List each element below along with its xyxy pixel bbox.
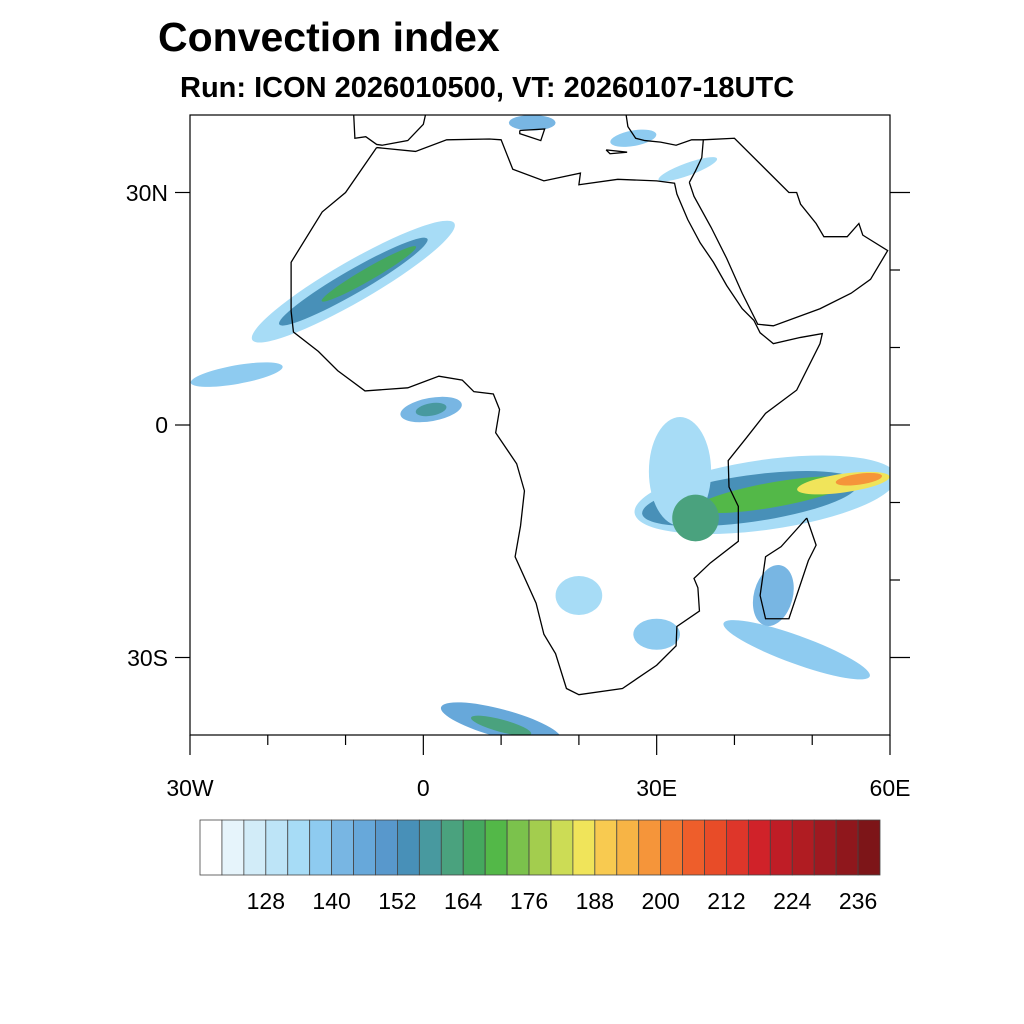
lat-label: 30N bbox=[125, 179, 168, 206]
convection-area bbox=[415, 402, 447, 417]
lat-label: 0 bbox=[155, 412, 168, 438]
lat-label: 30S bbox=[127, 644, 168, 671]
colorbar-box bbox=[813, 819, 837, 876]
colorbar-label: 128 bbox=[246, 888, 285, 914]
colorbar-box bbox=[243, 819, 267, 876]
colorbar-box bbox=[221, 819, 245, 876]
colorbar-label: 188 bbox=[575, 888, 615, 914]
convection-area bbox=[723, 620, 870, 680]
colorbar-box bbox=[726, 819, 749, 876]
colorbar-box bbox=[397, 819, 420, 876]
convection-area bbox=[508, 115, 556, 131]
lon-label: 30E bbox=[636, 775, 678, 801]
colorbar-box bbox=[199, 819, 223, 876]
colorbar-box bbox=[616, 819, 640, 876]
convection-area bbox=[752, 565, 794, 626]
colorbar-box bbox=[440, 819, 464, 876]
convection-area bbox=[835, 472, 883, 486]
colorbar-label: 236 bbox=[838, 888, 878, 914]
colorbar-box bbox=[375, 819, 398, 876]
colorbar-box bbox=[769, 819, 793, 876]
colorbar-box bbox=[572, 819, 596, 876]
axis-ticks bbox=[175, 191, 910, 755]
colorbar bbox=[199, 819, 881, 876]
colorbar-label: 224 bbox=[773, 888, 812, 914]
colorbar-box bbox=[353, 819, 376, 876]
turkey-coastline bbox=[625, 115, 704, 146]
convection-area bbox=[555, 576, 603, 615]
colorbar-label: 152 bbox=[378, 888, 417, 914]
convection-area bbox=[321, 246, 417, 302]
convection-field bbox=[190, 115, 890, 735]
chart-title: Convection index bbox=[158, 14, 500, 60]
colorbar-box bbox=[594, 819, 618, 876]
convection-area bbox=[633, 618, 681, 650]
lon-label: 60E bbox=[869, 775, 911, 801]
colorbar-label: 200 bbox=[641, 888, 680, 914]
colorbar-box bbox=[418, 819, 442, 876]
colorbar-box bbox=[747, 819, 771, 876]
colorbar-box bbox=[704, 819, 727, 876]
madagascar-coastline bbox=[759, 517, 817, 620]
colorbar-box bbox=[638, 819, 662, 876]
sicily-coastline bbox=[519, 128, 546, 142]
iberia-coastline bbox=[353, 115, 427, 146]
colorbar-box bbox=[309, 819, 333, 876]
convection-area bbox=[658, 157, 718, 182]
chart-subtitle: Run: ICON 2026010500, VT: 20260107-18UTC bbox=[180, 72, 795, 104]
colorbar-box bbox=[857, 819, 881, 876]
colorbar-box bbox=[660, 819, 683, 876]
colorbar-box bbox=[462, 819, 486, 876]
colorbar-box bbox=[682, 819, 705, 876]
lon-label: 0 bbox=[416, 775, 430, 801]
crete-coastline bbox=[605, 149, 628, 155]
colorbar-label: 164 bbox=[444, 888, 483, 914]
convection-area bbox=[190, 362, 283, 387]
colorbar-box bbox=[331, 819, 354, 876]
convection-area bbox=[471, 715, 532, 735]
lon-label: 30W bbox=[166, 775, 214, 801]
convection-area bbox=[672, 494, 719, 542]
arabia-coastline bbox=[688, 137, 889, 327]
colorbar-label: 140 bbox=[312, 888, 351, 914]
colorbar-box bbox=[506, 819, 530, 876]
colorbar-box bbox=[550, 819, 574, 876]
colorbar-label: 176 bbox=[509, 888, 549, 914]
colorbar-label: 212 bbox=[707, 888, 746, 914]
colorbar-box bbox=[265, 819, 289, 876]
convection-area bbox=[610, 129, 657, 147]
colorbar-box bbox=[835, 819, 859, 876]
africa-coastline bbox=[290, 138, 824, 696]
colorbar-box bbox=[791, 819, 815, 876]
colorbar-box bbox=[287, 819, 311, 876]
colorbar-box bbox=[484, 819, 508, 876]
colorbar-box bbox=[528, 819, 552, 876]
coastlines bbox=[290, 115, 889, 696]
